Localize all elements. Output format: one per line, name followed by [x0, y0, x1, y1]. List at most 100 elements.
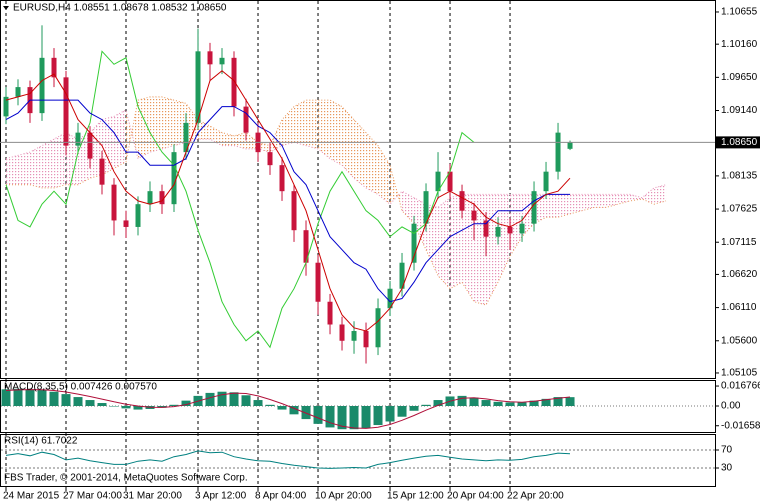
histogram-bar	[541, 398, 551, 406]
candle-body	[315, 262, 321, 302]
candle-body	[495, 226, 501, 237]
footer: FBS Trader, © 2001-2014, MetaQuotes Soft…	[4, 473, 248, 484]
x-tick-label: 15 Apr 12:00	[387, 491, 444, 502]
histogram-bar	[25, 389, 35, 406]
candle-body	[471, 210, 477, 221]
histogram-bar	[241, 395, 251, 406]
x-tick-label: 24 Mar 2015	[3, 491, 60, 502]
histogram-bar	[289, 406, 299, 415]
panel-title: EURUSD,H4 1.08551 1.08678 1.08532 1.0865…	[13, 3, 227, 14]
indicator-line	[5, 99, 570, 303]
cloud-segment	[18, 152, 31, 185]
y-tick-label: 1.08135	[721, 171, 758, 182]
candle-body	[531, 191, 537, 224]
candle-body	[555, 132, 561, 172]
y-tick-label: 30	[721, 463, 733, 474]
candle-body	[75, 132, 81, 146]
cloud-segment	[246, 132, 259, 149]
histogram-bar	[349, 406, 359, 430]
candle-body	[39, 57, 45, 114]
indicator-line	[5, 389, 571, 429]
cloud-segment	[426, 204, 439, 276]
cloud-segment	[402, 191, 415, 224]
cloud-segment	[42, 139, 55, 188]
histogram-bar	[121, 406, 131, 409]
y-tick-label: 1.09140	[721, 105, 758, 116]
cloud-segment	[366, 132, 379, 195]
histogram-bar	[433, 400, 443, 406]
histogram-bar	[205, 392, 215, 406]
cloud-segment	[594, 194, 607, 208]
y-tick-label: 1.10655	[721, 7, 758, 18]
cloud-segment	[102, 116, 115, 175]
candle-body	[435, 171, 441, 192]
histogram-bar	[229, 392, 239, 406]
candle-body	[423, 191, 429, 224]
histogram-bar	[181, 400, 191, 406]
x-tick-label: 20 Apr 04:00	[447, 491, 504, 502]
cloud-segment	[258, 142, 271, 153]
x-tick-label: 8 Apr 04:00	[255, 491, 307, 502]
cloud-segment	[30, 145, 43, 188]
candle-body	[3, 96, 9, 117]
cloud-segment	[606, 194, 619, 208]
candle-body	[87, 132, 93, 159]
x-tick-label: 22 Apr 20:00	[507, 491, 564, 502]
cloud-segment	[54, 132, 67, 188]
cloud-segment	[150, 96, 163, 153]
candle-body	[51, 57, 57, 78]
candle-body	[483, 220, 489, 237]
histogram-bar	[157, 406, 167, 408]
histogram-bar	[493, 401, 503, 406]
cloud-segment	[186, 103, 199, 143]
histogram-bar	[553, 397, 563, 406]
histogram-bar	[49, 391, 59, 406]
histogram-bar	[73, 397, 83, 406]
y-tick-label: 70	[721, 445, 733, 456]
y-tick-label: 1.06620	[721, 269, 758, 280]
cloud-segment	[546, 194, 559, 218]
cloud-segment	[66, 132, 79, 185]
histogram-bar	[361, 406, 371, 429]
indicator-line	[5, 450, 571, 469]
symbol-menu-arrow[interactable]	[3, 6, 9, 10]
histogram-bar	[481, 400, 491, 406]
panel-title: RSI(14) 61.7022	[4, 436, 78, 447]
cloud-segment	[162, 96, 175, 149]
histogram-bar	[313, 406, 323, 424]
candle-body	[339, 324, 345, 341]
histogram-bar	[517, 402, 527, 406]
candle-body	[279, 165, 285, 192]
cloud-segment	[474, 194, 487, 305]
candle-body	[567, 142, 573, 149]
cloud-segment	[570, 194, 583, 214]
cloud-segment	[198, 119, 211, 140]
y-tick-label: 1.06110	[721, 302, 757, 313]
x-tick-label: 10 Apr 20:00	[315, 491, 372, 502]
y-tick-label: 1.07115	[721, 237, 757, 248]
histogram-bar	[373, 406, 383, 426]
candle-body	[459, 191, 465, 211]
cloud-segment	[414, 197, 427, 250]
candle-body	[159, 191, 165, 205]
histogram-bar	[385, 406, 395, 422]
candle-body	[99, 158, 105, 185]
cloud-segment	[462, 194, 475, 302]
cloud-segment	[582, 194, 595, 211]
y-tick-label: 0.00	[721, 401, 741, 412]
main-panel-frame	[0, 0, 716, 379]
cloud-segment	[234, 132, 247, 149]
candle-body	[507, 226, 513, 234]
cloud-segment	[318, 100, 331, 159]
indicator-line	[5, 50, 475, 349]
candle-body	[135, 204, 141, 227]
y-tick-label: 1.09650	[721, 72, 758, 83]
histogram-bar	[253, 400, 263, 406]
cloud-segment	[498, 194, 511, 283]
cloud-segment	[450, 194, 463, 289]
histogram-bar	[217, 391, 227, 406]
candle-body	[171, 152, 177, 205]
cloud-segment	[390, 165, 403, 211]
